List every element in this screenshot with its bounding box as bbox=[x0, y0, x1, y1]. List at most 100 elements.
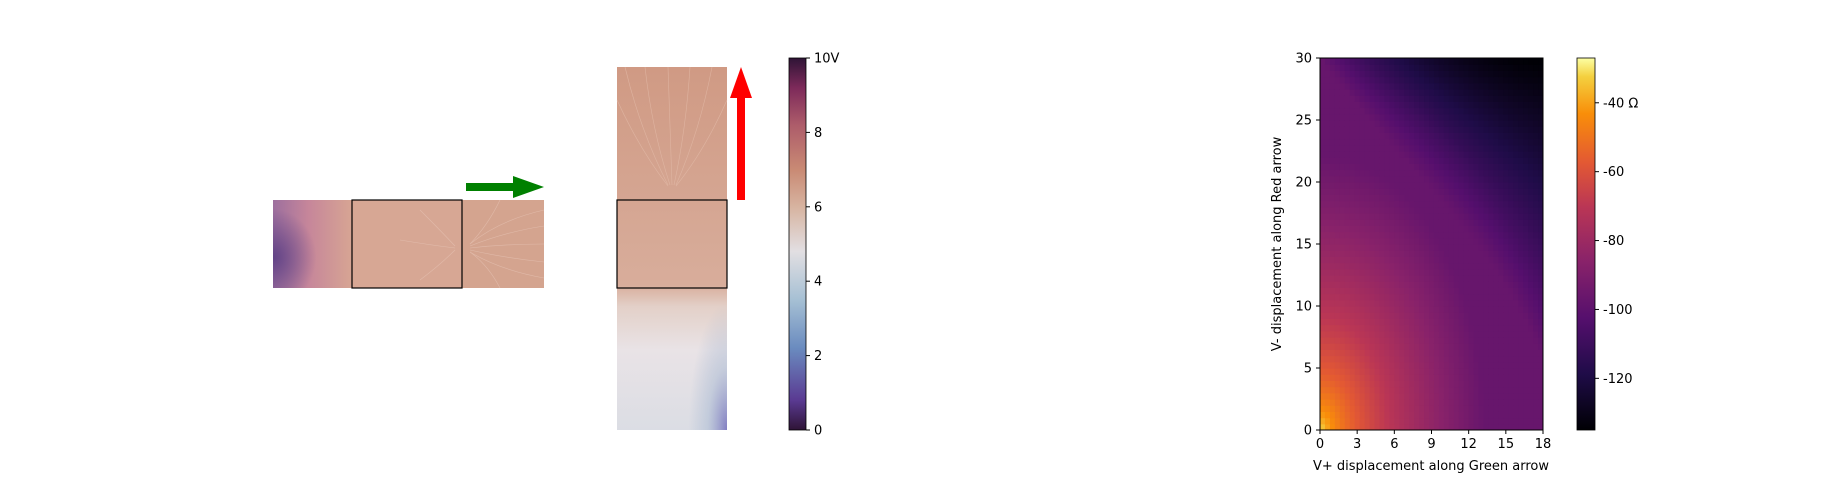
heatmap-cell bbox=[1329, 299, 1336, 307]
heatmap-cell bbox=[1329, 138, 1336, 146]
heatmap-cell bbox=[1324, 405, 1331, 412]
heatmap-cell bbox=[1478, 237, 1485, 245]
heatmap-cell bbox=[1458, 213, 1465, 220]
heatmap-cell bbox=[1508, 275, 1514, 282]
heatmap-cell bbox=[1419, 70, 1425, 78]
heatmap-cell bbox=[1478, 70, 1485, 78]
heatmap-cell bbox=[1359, 157, 1366, 164]
heatmap-cell bbox=[1463, 169, 1470, 177]
heatmap-cell bbox=[1344, 281, 1351, 288]
heatmap-cell bbox=[1538, 417, 1543, 425]
heatmap-cell bbox=[1443, 374, 1450, 381]
heatmap-cell bbox=[1438, 349, 1445, 357]
heatmap-cell bbox=[1453, 417, 1460, 425]
heatmap-cell bbox=[1478, 405, 1485, 412]
heatmap-cell bbox=[1374, 82, 1381, 90]
heatmap-cell bbox=[1538, 144, 1543, 152]
heatmap-cell bbox=[1349, 399, 1356, 406]
potential-tick-label: 10V bbox=[814, 52, 840, 67]
heatmap-cell bbox=[1409, 144, 1415, 152]
heatmap-cell bbox=[1379, 188, 1386, 195]
heatmap-cell bbox=[1463, 95, 1470, 102]
heatmap-cell bbox=[1399, 262, 1405, 270]
heatmap-cell bbox=[1379, 399, 1386, 406]
heatmap-cell bbox=[1453, 405, 1460, 412]
heatmap-cell bbox=[1458, 318, 1465, 326]
heatmap-cell bbox=[1379, 89, 1386, 96]
heatmap-cell bbox=[1473, 82, 1480, 90]
heatmap-cell bbox=[1463, 157, 1470, 164]
heatmap-cell bbox=[1324, 275, 1331, 282]
heatmap-cell bbox=[1339, 330, 1346, 338]
heatmap-cell bbox=[1404, 312, 1410, 319]
heatmap-cell bbox=[1508, 89, 1514, 96]
heatmap-cell bbox=[1419, 287, 1425, 295]
heatmap-cell bbox=[1414, 392, 1420, 400]
heatmap-cell bbox=[1483, 268, 1490, 276]
heatmap-cell bbox=[1443, 138, 1450, 146]
heatmap-cell bbox=[1429, 237, 1435, 245]
heatmap-cell bbox=[1344, 64, 1351, 71]
heatmap-cell bbox=[1424, 101, 1430, 109]
heatmap-cell bbox=[1513, 411, 1519, 419]
heatmap-cell bbox=[1533, 188, 1539, 195]
heatmap-cell bbox=[1488, 64, 1495, 71]
heatmap-cell bbox=[1523, 392, 1529, 400]
heatmap-cell bbox=[1468, 132, 1475, 140]
heatmap-cell bbox=[1488, 219, 1495, 226]
heatmap-cell bbox=[1463, 194, 1470, 202]
heatmap-cell bbox=[1394, 107, 1400, 115]
heatmap-cell bbox=[1443, 82, 1450, 90]
heatmap-cell bbox=[1389, 281, 1395, 288]
heatmap-cell bbox=[1488, 76, 1495, 84]
heatmap-cell bbox=[1458, 399, 1465, 406]
heatmap-cell bbox=[1424, 151, 1430, 158]
heatmap-cell bbox=[1448, 330, 1455, 338]
heatmap-cell bbox=[1518, 101, 1524, 109]
heatmap-cell bbox=[1488, 163, 1495, 171]
heatmap-cell bbox=[1483, 76, 1490, 84]
heatmap-cell bbox=[1488, 237, 1495, 245]
heatmap-cell bbox=[1438, 324, 1445, 332]
heatmap-cell bbox=[1473, 312, 1480, 319]
heatmap-cell bbox=[1349, 343, 1356, 350]
heatmap-cell bbox=[1404, 237, 1410, 245]
heatmap-cell bbox=[1344, 213, 1351, 220]
heatmap-cell bbox=[1349, 256, 1356, 264]
heatmap-cell bbox=[1513, 231, 1519, 239]
heatmap-cell bbox=[1339, 281, 1346, 288]
heatmap-cell bbox=[1478, 101, 1485, 109]
heatmap-cell bbox=[1329, 268, 1336, 276]
heatmap-cell bbox=[1528, 386, 1534, 394]
green-arrow bbox=[466, 176, 544, 198]
heatmap-cell bbox=[1389, 244, 1395, 251]
heatmap-cell bbox=[1369, 225, 1376, 233]
heatmap-cell bbox=[1374, 343, 1381, 350]
heatmap-cell bbox=[1389, 120, 1395, 127]
heatmap-cell bbox=[1473, 126, 1480, 133]
heatmap-cell bbox=[1389, 386, 1395, 394]
heatmap-cell bbox=[1478, 157, 1485, 164]
heatmap-cell bbox=[1458, 411, 1465, 419]
heatmap-cell bbox=[1478, 374, 1485, 381]
heatmap-cell bbox=[1458, 405, 1465, 412]
heatmap-cell bbox=[1379, 355, 1386, 363]
heatmap-cell bbox=[1324, 101, 1331, 109]
heatmap-cell bbox=[1448, 231, 1455, 239]
heatmap-cell bbox=[1324, 225, 1331, 233]
heatmap-cell bbox=[1458, 330, 1465, 338]
heatmap-cell bbox=[1513, 144, 1519, 152]
heatmap-cell bbox=[1498, 392, 1504, 400]
heatmap-cell bbox=[1374, 169, 1381, 177]
heatmap-cell bbox=[1359, 89, 1366, 96]
heatmap-cell bbox=[1384, 417, 1390, 425]
heatmap-cell bbox=[1384, 349, 1390, 357]
heatmap-cell bbox=[1538, 268, 1543, 276]
heatmap-cell bbox=[1488, 151, 1495, 158]
heatmap-cell bbox=[1414, 250, 1420, 257]
heatmap-cell bbox=[1508, 206, 1514, 214]
heatmap-cell bbox=[1458, 293, 1465, 301]
heatmap-cell bbox=[1394, 151, 1400, 158]
resistance-tick-label: -60 bbox=[1603, 165, 1624, 180]
heatmap-cell bbox=[1384, 188, 1390, 195]
